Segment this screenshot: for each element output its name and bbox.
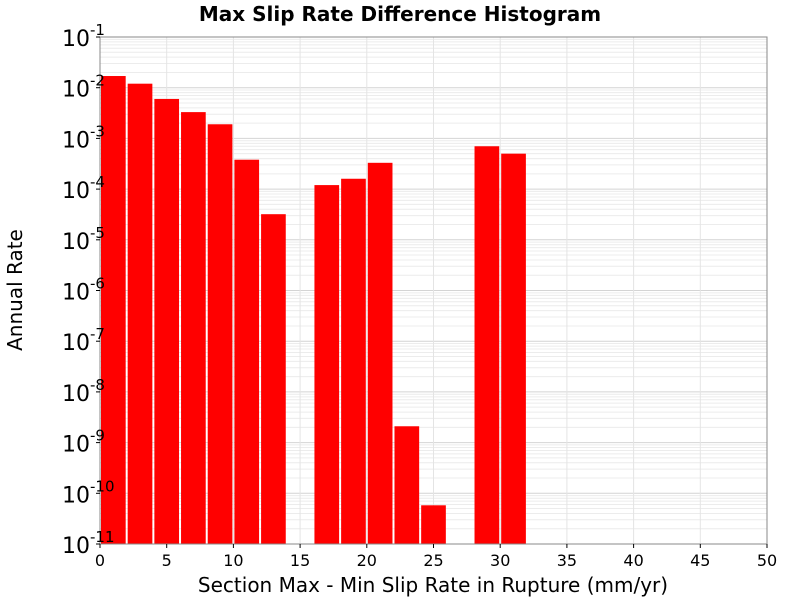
histogram-bar: [367, 162, 393, 544]
chart-title: Max Slip Rate Difference Histogram: [199, 2, 601, 26]
x-tick-label: 50: [757, 551, 777, 570]
x-axis-label: Section Max - Min Slip Rate in Rupture (…: [198, 573, 668, 597]
y-tick-label: 10-5: [62, 224, 105, 255]
histogram-bar: [261, 214, 286, 544]
histogram-bar: [234, 159, 260, 545]
x-tick-label: 40: [623, 551, 643, 570]
histogram-bar: [127, 83, 153, 544]
y-tick-label: 10-3: [62, 122, 105, 153]
x-tick-label: 25: [423, 551, 443, 570]
histogram-bar: [207, 124, 233, 545]
histogram-bar: [501, 153, 526, 544]
histogram-bar: [474, 146, 500, 544]
y-axis-label: Annual Rate: [3, 229, 27, 351]
y-tick-label: 10-7: [62, 325, 105, 356]
x-tick-label: 20: [357, 551, 377, 570]
x-tick-label: 0: [95, 551, 105, 570]
x-axis-ticks: 0 5 10 15 20 25 30 35 40 45 50: [95, 544, 777, 570]
histogram-bar: [181, 112, 206, 545]
histogram-bar: [154, 98, 180, 545]
x-tick-label: 10: [223, 551, 243, 570]
x-tick-label: 30: [490, 551, 510, 570]
histogram-bar: [394, 426, 420, 544]
histogram-bar: [314, 185, 340, 544]
bars: [101, 76, 526, 545]
x-tick-label: 35: [557, 551, 577, 570]
x-tick-label: 45: [690, 551, 710, 570]
histogram-bar: [421, 505, 446, 544]
x-tick-label: 5: [162, 551, 172, 570]
histogram-bar: [341, 178, 366, 545]
histogram-bar: [101, 76, 126, 545]
x-tick-label: 15: [290, 551, 310, 570]
